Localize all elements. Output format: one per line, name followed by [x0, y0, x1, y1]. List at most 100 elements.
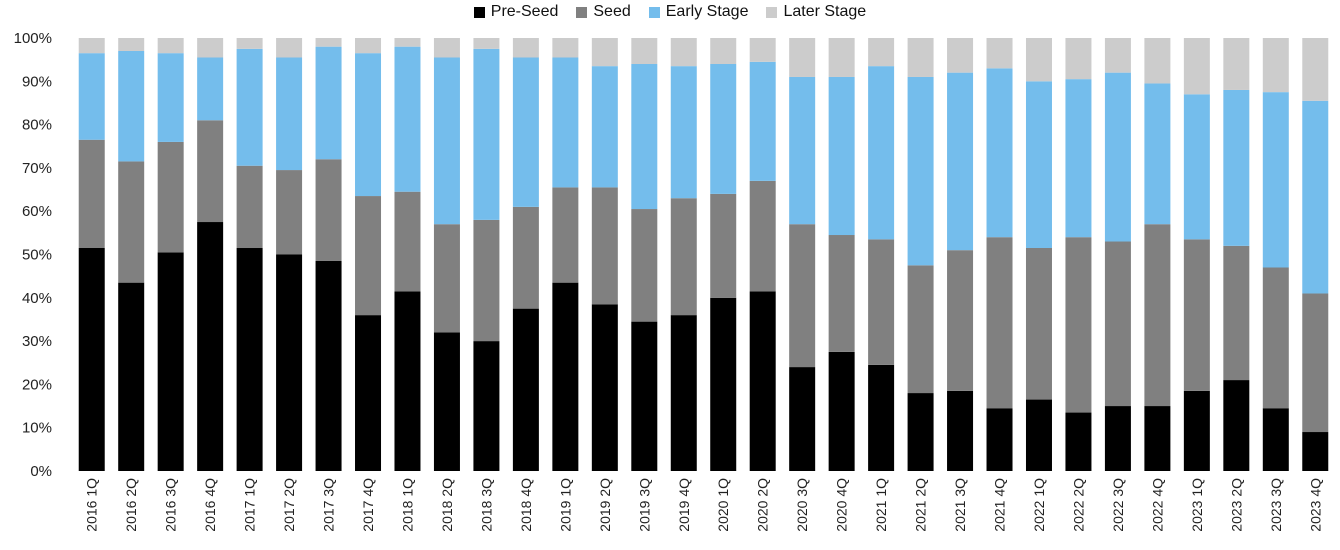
bar-segment-early-stage[interactable]	[276, 57, 303, 171]
bar-segment-later-stage[interactable]	[473, 38, 500, 49]
bar-segment-seed[interactable]	[1025, 248, 1052, 400]
bar-segment-later-stage[interactable]	[512, 38, 539, 58]
bar-segment-seed[interactable]	[828, 235, 855, 352]
bar-segment-pre-seed[interactable]	[118, 282, 145, 471]
bar-segment-early-stage[interactable]	[591, 66, 618, 188]
bar-segment-later-stage[interactable]	[315, 38, 342, 47]
bar-segment-early-stage[interactable]	[1065, 79, 1092, 238]
bar-segment-early-stage[interactable]	[1104, 72, 1131, 242]
bar-segment-pre-seed[interactable]	[631, 321, 658, 471]
bar-segment-later-stage[interactable]	[868, 38, 895, 67]
bar-segment-later-stage[interactable]	[907, 38, 934, 77]
bar-segment-pre-seed[interactable]	[433, 332, 460, 471]
bar-segment-pre-seed[interactable]	[276, 254, 303, 472]
bar-segment-later-stage[interactable]	[118, 38, 145, 51]
bar-segment-seed[interactable]	[789, 224, 816, 368]
bar-segment-seed[interactable]	[907, 265, 934, 394]
bar-segment-later-stage[interactable]	[947, 38, 974, 73]
bar-segment-early-stage[interactable]	[670, 66, 697, 199]
bar-segment-pre-seed[interactable]	[947, 390, 974, 471]
bar-segment-later-stage[interactable]	[1065, 38, 1092, 80]
bar-segment-pre-seed[interactable]	[828, 351, 855, 471]
bar-segment-later-stage[interactable]	[1302, 38, 1329, 101]
bar-segment-seed[interactable]	[394, 191, 421, 292]
bar-segment-later-stage[interactable]	[1262, 38, 1289, 93]
bar-segment-later-stage[interactable]	[355, 38, 382, 54]
bar-segment-later-stage[interactable]	[197, 38, 224, 58]
bar-segment-later-stage[interactable]	[986, 38, 1013, 69]
bar-segment-later-stage[interactable]	[710, 38, 737, 64]
bar-segment-pre-seed[interactable]	[789, 367, 816, 471]
bar-segment-early-stage[interactable]	[355, 53, 382, 197]
bar-segment-pre-seed[interactable]	[473, 341, 500, 471]
bar-segment-early-stage[interactable]	[1183, 94, 1210, 240]
bar-segment-later-stage[interactable]	[1223, 38, 1250, 90]
bar-segment-later-stage[interactable]	[236, 38, 263, 49]
bar-segment-later-stage[interactable]	[1144, 38, 1171, 84]
bar-segment-seed[interactable]	[591, 187, 618, 305]
bar-segment-pre-seed[interactable]	[1223, 380, 1250, 471]
bar-segment-early-stage[interactable]	[236, 48, 263, 166]
bar-segment-seed[interactable]	[157, 141, 184, 253]
bar-segment-early-stage[interactable]	[710, 63, 737, 194]
bar-segment-early-stage[interactable]	[907, 76, 934, 266]
bar-segment-pre-seed[interactable]	[1104, 406, 1131, 471]
bar-segment-seed[interactable]	[512, 206, 539, 309]
bar-segment-later-stage[interactable]	[591, 38, 618, 67]
bar-segment-seed[interactable]	[1065, 237, 1092, 413]
bar-segment-later-stage[interactable]	[789, 38, 816, 77]
bar-segment-seed[interactable]	[1262, 267, 1289, 409]
bar-segment-pre-seed[interactable]	[512, 308, 539, 472]
bar-segment-later-stage[interactable]	[276, 38, 303, 58]
bar-segment-pre-seed[interactable]	[1183, 390, 1210, 471]
bar-segment-seed[interactable]	[236, 165, 263, 249]
bar-segment-seed[interactable]	[315, 159, 342, 261]
bar-segment-pre-seed[interactable]	[1302, 432, 1329, 471]
bar-segment-pre-seed[interactable]	[710, 297, 737, 471]
bar-segment-pre-seed[interactable]	[315, 261, 342, 471]
bar-segment-seed[interactable]	[749, 180, 776, 292]
bar-segment-pre-seed[interactable]	[868, 364, 895, 471]
legend-item-seed[interactable]: Seed	[576, 3, 631, 21]
bar-segment-pre-seed[interactable]	[749, 291, 776, 471]
bar-segment-early-stage[interactable]	[118, 50, 145, 162]
bar-segment-pre-seed[interactable]	[986, 408, 1013, 471]
bar-segment-early-stage[interactable]	[197, 57, 224, 121]
bar-segment-early-stage[interactable]	[1302, 100, 1329, 294]
bar-segment-early-stage[interactable]	[157, 53, 184, 142]
bar-segment-seed[interactable]	[1223, 245, 1250, 381]
bar-segment-pre-seed[interactable]	[907, 393, 934, 471]
bar-segment-later-stage[interactable]	[1183, 38, 1210, 95]
bar-segment-pre-seed[interactable]	[355, 315, 382, 471]
bar-segment-early-stage[interactable]	[631, 63, 658, 210]
bar-segment-seed[interactable]	[1144, 224, 1171, 407]
bar-segment-later-stage[interactable]	[828, 38, 855, 77]
bar-segment-later-stage[interactable]	[749, 38, 776, 62]
bar-segment-early-stage[interactable]	[868, 66, 895, 240]
bar-segment-early-stage[interactable]	[78, 53, 105, 140]
bar-segment-seed[interactable]	[631, 209, 658, 322]
bar-segment-pre-seed[interactable]	[1065, 412, 1092, 471]
bar-segment-early-stage[interactable]	[394, 46, 421, 192]
bar-segment-pre-seed[interactable]	[197, 222, 224, 471]
bar-segment-early-stage[interactable]	[1144, 83, 1171, 225]
bar-segment-later-stage[interactable]	[394, 38, 421, 47]
bar-segment-seed[interactable]	[670, 198, 697, 316]
bar-segment-early-stage[interactable]	[473, 48, 500, 220]
bar-segment-pre-seed[interactable]	[394, 291, 421, 471]
bar-segment-seed[interactable]	[433, 224, 460, 333]
legend-item-pre-seed[interactable]: Pre-Seed	[473, 3, 558, 21]
bar-segment-early-stage[interactable]	[986, 68, 1013, 238]
bar-segment-pre-seed[interactable]	[157, 252, 184, 471]
bar-segment-pre-seed[interactable]	[1025, 399, 1052, 471]
bar-segment-later-stage[interactable]	[157, 38, 184, 54]
bar-segment-pre-seed[interactable]	[1262, 408, 1289, 471]
bar-segment-seed[interactable]	[118, 161, 145, 283]
bar-segment-early-stage[interactable]	[749, 61, 776, 181]
bar-segment-pre-seed[interactable]	[591, 304, 618, 471]
bar-segment-later-stage[interactable]	[631, 38, 658, 64]
bar-segment-early-stage[interactable]	[947, 72, 974, 251]
bar-segment-pre-seed[interactable]	[236, 248, 263, 471]
bar-segment-early-stage[interactable]	[552, 57, 579, 188]
bar-segment-seed[interactable]	[355, 196, 382, 316]
